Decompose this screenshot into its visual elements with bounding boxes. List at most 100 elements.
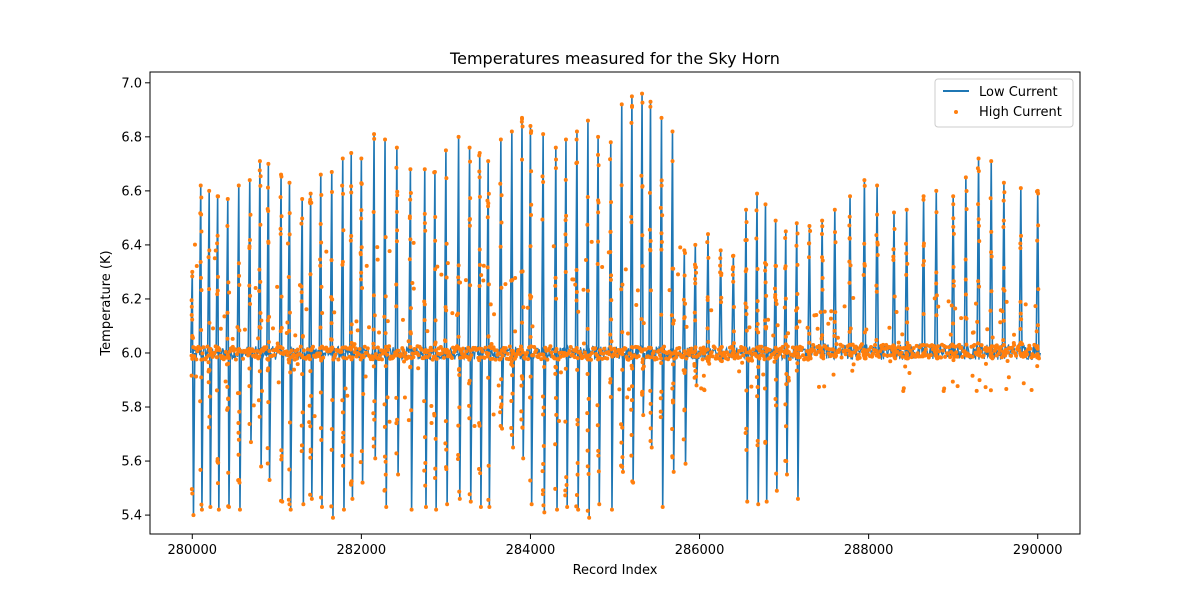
high-current-point bbox=[815, 326, 820, 331]
high-current-point bbox=[831, 347, 836, 352]
high-current-point bbox=[978, 349, 983, 354]
high-current-point bbox=[372, 313, 377, 318]
high-current-point bbox=[256, 398, 261, 403]
high-current-point bbox=[208, 504, 213, 509]
high-current-point bbox=[706, 339, 711, 344]
high-current-point bbox=[442, 338, 447, 343]
high-current-point bbox=[744, 448, 749, 453]
high-current-point bbox=[278, 226, 283, 231]
high-current-point bbox=[294, 356, 299, 361]
high-current-point bbox=[670, 266, 675, 271]
high-current-point bbox=[486, 159, 491, 164]
high-current-point bbox=[563, 232, 568, 237]
high-current-point bbox=[408, 331, 413, 336]
high-current-point bbox=[629, 214, 634, 219]
high-current-point bbox=[670, 454, 675, 459]
high-current-point bbox=[339, 349, 344, 354]
high-current-point bbox=[955, 384, 960, 389]
high-current-point bbox=[919, 343, 924, 348]
high-current-point bbox=[585, 428, 590, 433]
high-current-point bbox=[572, 355, 577, 360]
high-current-point bbox=[272, 353, 277, 358]
high-current-point bbox=[620, 464, 624, 469]
high-current-point bbox=[1002, 190, 1007, 195]
high-current-point bbox=[921, 311, 926, 316]
high-current-point bbox=[749, 384, 754, 389]
high-current-point bbox=[509, 278, 514, 283]
high-current-point bbox=[761, 372, 766, 377]
high-current-point bbox=[408, 237, 413, 242]
high-current-point bbox=[585, 326, 590, 331]
high-current-point bbox=[486, 282, 491, 287]
high-current-point bbox=[758, 353, 763, 358]
high-current-point bbox=[423, 504, 428, 509]
high-current-point bbox=[1035, 238, 1040, 243]
high-current-point bbox=[467, 217, 472, 222]
high-current-point bbox=[509, 398, 514, 403]
series-high-current bbox=[189, 91, 1041, 520]
high-current-point bbox=[787, 356, 792, 361]
high-current-point bbox=[349, 479, 354, 484]
high-current-point bbox=[444, 447, 449, 452]
high-current-point bbox=[443, 148, 448, 153]
high-current-point bbox=[773, 292, 778, 297]
high-current-point bbox=[963, 175, 968, 180]
high-current-point bbox=[746, 358, 751, 363]
high-current-point bbox=[349, 151, 354, 156]
high-current-point bbox=[659, 247, 664, 252]
high-current-point bbox=[608, 380, 613, 385]
high-current-point bbox=[395, 189, 400, 194]
high-current-point bbox=[745, 499, 750, 504]
high-current-point bbox=[426, 348, 431, 353]
high-current-point bbox=[658, 409, 663, 414]
high-current-point bbox=[596, 448, 601, 453]
high-current-point bbox=[364, 263, 369, 268]
high-current-point bbox=[520, 124, 525, 129]
high-current-point bbox=[407, 216, 412, 221]
high-current-point bbox=[349, 190, 354, 195]
high-current-point bbox=[265, 207, 270, 212]
high-current-point bbox=[605, 356, 610, 361]
high-current-point bbox=[608, 140, 613, 145]
high-current-point bbox=[833, 230, 837, 235]
high-current-point bbox=[371, 411, 376, 416]
high-current-point bbox=[367, 325, 372, 330]
high-current-point bbox=[519, 409, 524, 414]
high-current-point bbox=[1036, 223, 1041, 228]
high-current-point bbox=[266, 339, 271, 344]
high-current-point bbox=[248, 302, 253, 307]
low-current-spike bbox=[519, 117, 526, 459]
high-current-point bbox=[859, 342, 864, 347]
high-current-point bbox=[265, 318, 270, 323]
high-current-point bbox=[225, 406, 230, 411]
high-current-point bbox=[386, 347, 391, 352]
high-current-point bbox=[586, 396, 591, 401]
high-current-point bbox=[463, 278, 468, 283]
high-current-point bbox=[361, 392, 366, 397]
high-current-point bbox=[601, 351, 606, 356]
high-current-point bbox=[934, 270, 939, 275]
low-current-spike bbox=[359, 158, 365, 483]
high-current-point bbox=[198, 346, 203, 351]
high-current-point bbox=[862, 241, 867, 246]
high-current-point bbox=[735, 352, 740, 357]
high-current-point bbox=[596, 163, 601, 168]
series-low-current bbox=[189, 93, 1042, 518]
high-current-point bbox=[486, 351, 491, 356]
high-current-point bbox=[307, 357, 312, 362]
high-current-point bbox=[467, 145, 472, 150]
high-current-point bbox=[486, 497, 491, 502]
x-axis-label: Record Index bbox=[573, 563, 658, 578]
high-current-point bbox=[821, 356, 826, 361]
high-current-point bbox=[478, 471, 483, 476]
high-current-point bbox=[659, 183, 664, 188]
high-current-point bbox=[851, 296, 856, 301]
high-current-point bbox=[285, 353, 290, 358]
high-current-point bbox=[423, 483, 428, 488]
high-current-point bbox=[850, 368, 855, 373]
high-current-point bbox=[278, 195, 283, 200]
high-current-point bbox=[383, 364, 388, 369]
high-current-point bbox=[1018, 327, 1023, 332]
high-current-point bbox=[540, 217, 545, 222]
high-current-point bbox=[1006, 375, 1011, 380]
